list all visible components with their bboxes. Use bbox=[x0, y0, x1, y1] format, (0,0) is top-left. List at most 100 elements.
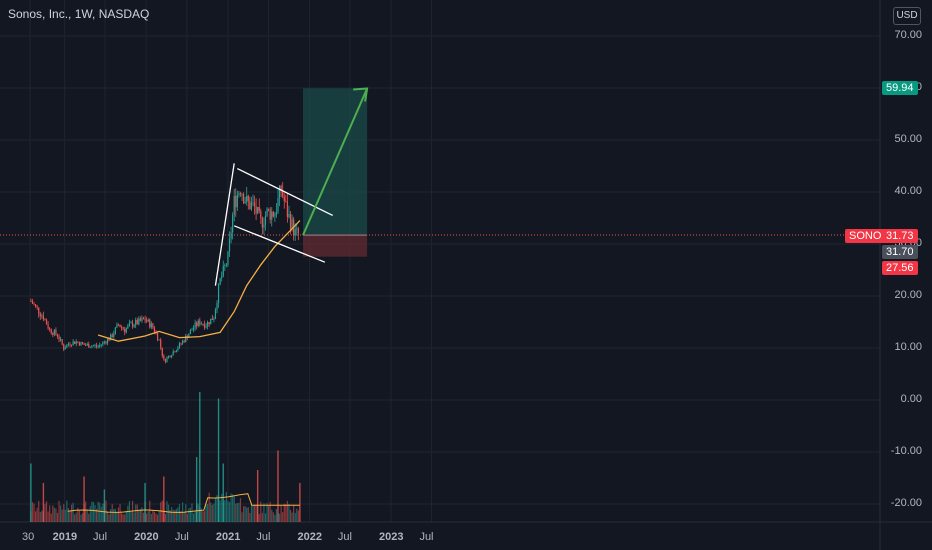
volume-bar bbox=[252, 505, 254, 522]
volume-bar bbox=[141, 507, 143, 522]
volume-bar bbox=[180, 511, 182, 522]
candle-body bbox=[192, 327, 195, 330]
candle-body bbox=[42, 315, 45, 320]
volume-bar bbox=[194, 511, 196, 522]
volume-spike bbox=[103, 489, 106, 522]
candle-body bbox=[167, 355, 170, 358]
volume-bar bbox=[247, 507, 249, 522]
volume-bar bbox=[242, 506, 245, 522]
candle-body bbox=[61, 339, 63, 345]
volume-bar bbox=[36, 507, 38, 522]
volume-bar bbox=[244, 506, 246, 522]
volume-bar bbox=[280, 505, 282, 522]
volume-bar bbox=[70, 504, 73, 522]
candle-body bbox=[92, 345, 95, 347]
candle-body bbox=[250, 202, 253, 210]
candle-body bbox=[110, 334, 112, 341]
volume-bar bbox=[127, 505, 129, 522]
volume-bar bbox=[275, 508, 278, 522]
volume-spike bbox=[277, 450, 279, 522]
volume-bar bbox=[224, 500, 226, 522]
candle-body bbox=[178, 343, 181, 348]
candle-body bbox=[164, 359, 166, 362]
candle-body bbox=[41, 315, 43, 317]
candle-body bbox=[175, 350, 177, 353]
volume-bar bbox=[266, 503, 268, 522]
candle-body bbox=[149, 319, 151, 328]
candle-body bbox=[31, 301, 34, 304]
candle-body bbox=[183, 340, 185, 342]
candle-body bbox=[116, 324, 118, 328]
candle-body bbox=[225, 264, 227, 266]
candle-body bbox=[135, 319, 137, 326]
candle-body bbox=[188, 334, 190, 338]
volume-bar bbox=[38, 500, 40, 522]
candle-body bbox=[236, 195, 238, 208]
volume-bar bbox=[72, 502, 74, 522]
x-tick-label: 2022 bbox=[297, 531, 322, 543]
volume-bar bbox=[214, 498, 217, 522]
volume-bar bbox=[133, 512, 135, 522]
volume-bar bbox=[260, 501, 262, 522]
currency-badge[interactable]: USD bbox=[893, 7, 921, 25]
volume-bar bbox=[85, 501, 87, 522]
volume-bar bbox=[213, 503, 215, 522]
volume-bar bbox=[233, 496, 235, 522]
candle-body bbox=[169, 355, 171, 358]
loss-zone bbox=[302, 235, 368, 257]
volume-bar bbox=[289, 509, 292, 522]
candle-body bbox=[213, 318, 215, 320]
candle-body bbox=[200, 323, 202, 325]
candle-body bbox=[136, 319, 138, 325]
volume-bar bbox=[200, 508, 202, 522]
candle-body bbox=[121, 327, 123, 328]
volume-bar bbox=[136, 504, 138, 522]
candle-body bbox=[100, 344, 102, 346]
volume-bar bbox=[97, 501, 99, 522]
volume-spike bbox=[299, 483, 301, 522]
candle-body bbox=[139, 318, 141, 321]
candle-body bbox=[156, 333, 159, 341]
candle-body bbox=[150, 323, 152, 328]
x-tick-label: Jul bbox=[419, 531, 434, 543]
candle-body bbox=[277, 197, 279, 212]
volume-bar bbox=[167, 504, 170, 522]
candle-body bbox=[45, 319, 48, 325]
channel-lower-line bbox=[233, 225, 326, 263]
chart-title: Sonos, Inc., 1W, NASDAQ bbox=[8, 7, 150, 21]
volume-bar bbox=[183, 511, 185, 522]
volume-bar bbox=[177, 507, 179, 522]
volume-bar bbox=[39, 512, 41, 522]
candle-body bbox=[289, 213, 292, 230]
volume-bar bbox=[288, 503, 290, 522]
candle-body bbox=[33, 303, 35, 305]
candle-body bbox=[38, 307, 40, 314]
volume-bar bbox=[216, 495, 218, 522]
candle-body bbox=[30, 301, 32, 302]
volume-bar bbox=[202, 511, 204, 522]
volume-bar bbox=[225, 491, 227, 522]
volume-bar bbox=[33, 503, 35, 522]
candle-body bbox=[199, 320, 201, 325]
volume-bar bbox=[261, 512, 263, 522]
candle-body bbox=[161, 347, 163, 356]
volume-bar bbox=[49, 505, 51, 522]
candle-body bbox=[207, 322, 209, 327]
volume-bar bbox=[106, 512, 109, 522]
candle-body bbox=[205, 326, 207, 328]
x-tick-label: Jul bbox=[337, 531, 352, 543]
candle-body bbox=[235, 195, 237, 208]
candle-body bbox=[85, 344, 87, 346]
volume-bar bbox=[155, 513, 157, 522]
candle-body bbox=[239, 193, 242, 195]
candle-body bbox=[55, 329, 57, 335]
candle-body bbox=[252, 202, 254, 204]
volume-bar bbox=[203, 511, 206, 522]
volume-spike bbox=[144, 483, 146, 522]
volume-bar bbox=[149, 500, 151, 522]
volume-bar bbox=[117, 507, 120, 522]
candle-body bbox=[158, 339, 160, 341]
candle-body bbox=[222, 266, 224, 276]
y-tick-label: 10.00 bbox=[894, 341, 922, 353]
